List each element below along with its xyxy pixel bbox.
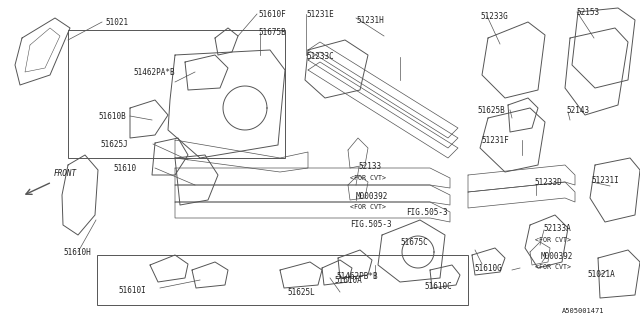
Text: 51610B: 51610B <box>98 112 125 121</box>
Text: 51021: 51021 <box>105 18 128 27</box>
Text: 51610G: 51610G <box>474 264 502 273</box>
Text: 51233G: 51233G <box>480 12 508 21</box>
Text: 51462PA*B: 51462PA*B <box>133 68 175 77</box>
Text: A505001471: A505001471 <box>562 308 605 314</box>
Text: 52143: 52143 <box>566 106 589 115</box>
Text: M000392: M000392 <box>541 252 573 261</box>
Text: 51233C: 51233C <box>306 52 333 61</box>
Text: 51231I: 51231I <box>591 176 619 185</box>
Text: 51610A: 51610A <box>334 276 362 285</box>
Text: 51675B: 51675B <box>258 28 285 37</box>
Text: 51610C: 51610C <box>424 282 452 291</box>
Text: 51610: 51610 <box>113 164 136 173</box>
Text: 51462PB*B: 51462PB*B <box>336 272 378 281</box>
Text: 51610I: 51610I <box>118 286 146 295</box>
Text: <FOR CVT>: <FOR CVT> <box>535 264 571 270</box>
Text: 51675C: 51675C <box>400 238 428 247</box>
Text: 51231F: 51231F <box>481 136 509 145</box>
Text: 51625L: 51625L <box>287 288 315 297</box>
Text: 51021A: 51021A <box>587 270 615 279</box>
Text: FRONT: FRONT <box>54 169 77 178</box>
Text: 51610H: 51610H <box>63 248 91 257</box>
Text: 52133: 52133 <box>358 162 381 171</box>
Text: 51231H: 51231H <box>356 16 384 25</box>
Text: 51231E: 51231E <box>306 10 333 19</box>
Bar <box>68 30 285 158</box>
Text: 51625J: 51625J <box>100 140 128 149</box>
Text: 51610F: 51610F <box>258 10 285 19</box>
Text: M000392: M000392 <box>356 192 388 201</box>
Text: <FOR CVT>: <FOR CVT> <box>350 204 386 210</box>
Text: <FOR CVT>: <FOR CVT> <box>350 175 386 181</box>
Text: 51625B: 51625B <box>477 106 505 115</box>
Text: 51233D: 51233D <box>534 178 562 187</box>
Text: FIG.505-3: FIG.505-3 <box>350 220 392 229</box>
Text: <FOR CVT>: <FOR CVT> <box>535 237 571 243</box>
Text: 52153: 52153 <box>576 8 599 17</box>
Text: 52133A: 52133A <box>543 224 571 233</box>
Bar <box>97 255 468 305</box>
Text: FIG.505-3: FIG.505-3 <box>406 208 447 217</box>
